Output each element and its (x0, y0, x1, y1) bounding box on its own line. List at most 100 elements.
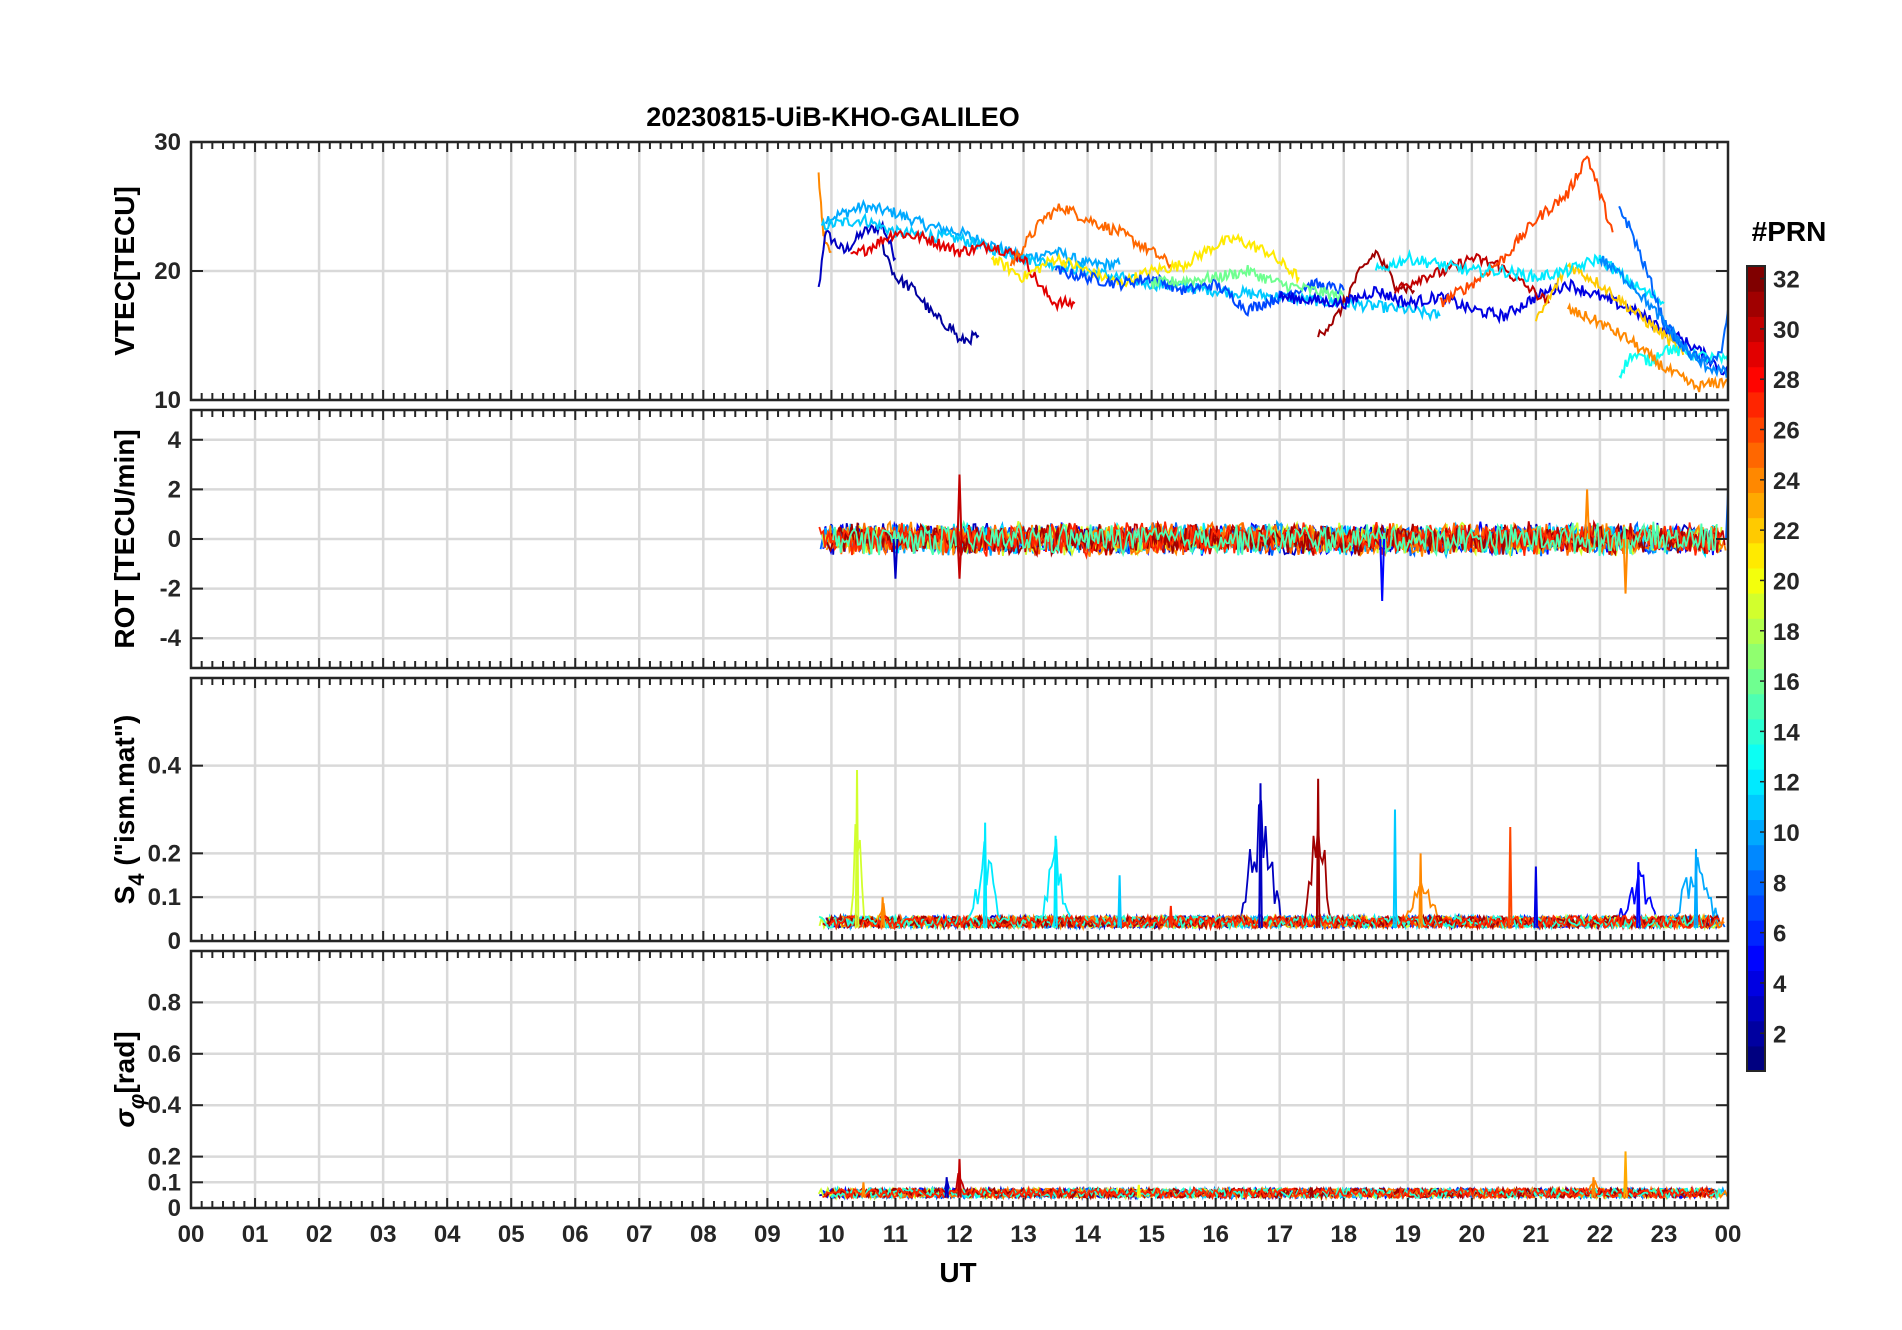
y-tick-label: 0.4 (148, 753, 182, 780)
colorbar-tick-label: 8 (1773, 870, 1786, 897)
x-tick-label: 18 (1330, 1221, 1357, 1248)
colorbar-band (1747, 517, 1765, 544)
y-tick-label: 4 (168, 427, 182, 454)
colorbar-band (1747, 492, 1765, 519)
rot-spike (956, 474, 963, 540)
sigma-burst-peak (957, 1159, 962, 1198)
colorbar-band (1747, 416, 1765, 443)
x-tick-label: 07 (626, 1221, 653, 1248)
colorbar-title: #PRN (1752, 216, 1827, 247)
sigma-burst-peak (944, 1177, 949, 1198)
sigma-burst-peak (1136, 1184, 1142, 1198)
x-tick-label: 02 (306, 1221, 333, 1248)
vtec-series-prn-22 (1534, 262, 1685, 356)
panel-s4: 0 0.1 0.2 0.4S4 ("ism.mat") (109, 676, 1730, 955)
x-tick-label: 20 (1458, 1221, 1485, 1248)
y-tick-label: 0.8 (148, 989, 181, 1016)
vtec-series-prn-2 (881, 242, 980, 346)
colorbar-band (1747, 794, 1765, 821)
rot-spike (1379, 538, 1386, 602)
colorbar-band (1747, 920, 1765, 946)
x-axis-label: UT (939, 1257, 976, 1288)
plot-area-sigma (817, 1151, 1728, 1202)
colorbar-tick-label: 14 (1773, 719, 1800, 746)
colorbar-tick-label: 10 (1773, 820, 1800, 847)
x-tick-label: 06 (562, 1221, 589, 1248)
s4-burst-peak (1533, 866, 1539, 928)
colorbar-band (1747, 1020, 1765, 1047)
vtec-series-prn-3 (817, 219, 897, 288)
x-tick-label: 14 (1074, 1221, 1101, 1248)
x-tick-label: 17 (1266, 1221, 1293, 1248)
vtec-series-prn-25 (1009, 203, 1172, 270)
colorbar-tick-label: 2 (1773, 1021, 1786, 1048)
figure-title: 20230815-UiB-KHO-GALILEO (646, 102, 1020, 132)
x-tick-label: 21 (1523, 1221, 1550, 1248)
y-tick-label: -4 (160, 625, 182, 652)
colorbar-frame (1746, 265, 1766, 1072)
x-tick-label: 00 (178, 1221, 205, 1248)
colorbar-tick-label: 26 (1773, 418, 1800, 445)
colorbar-tick-label: 24 (1773, 468, 1800, 495)
colorbar-band (1747, 894, 1765, 921)
colorbar-tick-label: 12 (1773, 770, 1800, 797)
vtec-series-prn-26 (1439, 155, 1614, 308)
y-axis-label-vtec: VTEC[TECU] (109, 186, 140, 356)
colorbar-band (1747, 769, 1765, 795)
y-tick-label: 0 (168, 928, 181, 955)
s4-series-prn-27 (828, 913, 1720, 932)
colorbar-band (1747, 693, 1765, 720)
s4-burst-peak (1258, 783, 1263, 928)
colorbar-band (1747, 668, 1765, 695)
vtec-series-prn-9 (1598, 255, 1728, 379)
colorbar-tick-label: 22 (1773, 518, 1800, 545)
colorbar-band (1747, 567, 1765, 594)
s4-burst-peak (1418, 853, 1423, 928)
colorbar-band (1747, 593, 1765, 619)
y-tick-label: 0.1 (148, 1169, 181, 1196)
rot-spike (1584, 489, 1591, 540)
rot-spike (956, 538, 963, 579)
y-tick-label: 20 (154, 258, 181, 285)
colorbar-band (1747, 643, 1765, 670)
y-axis-label-s4: S4 ("ism.mat") (109, 715, 149, 905)
vtec-series-prn-30 (1394, 252, 1550, 304)
vtec-series-prn-4 (1278, 278, 1728, 376)
y-axis-label-rot: ROT [TECU/min] (109, 429, 140, 648)
y-tick-label: 0 (168, 1195, 181, 1222)
x-tick-label: 08 (690, 1221, 717, 1248)
s4-burst-peak (1392, 809, 1398, 928)
x-tick-label: 16 (1202, 1221, 1229, 1248)
colorbar-tick-label: 18 (1773, 619, 1800, 646)
x-tick-label: 15 (1138, 1221, 1165, 1248)
colorbar-band (1747, 341, 1765, 368)
rot-spike (1725, 491, 1728, 540)
panel-sigma: 00.10.2 0.4 0.6 0.8 σφ[rad] (109, 949, 1730, 1222)
x-tick-label: 01 (242, 1221, 269, 1248)
colorbar-band (1747, 819, 1765, 846)
y-tick-label: 0.2 (148, 1144, 181, 1171)
x-tick-label: 00 (1715, 1221, 1742, 1248)
colorbar-band (1747, 266, 1765, 292)
colorbar-tick-label: 32 (1773, 267, 1800, 294)
s4-burst-peak (982, 822, 988, 928)
colorbar-band (1747, 844, 1765, 871)
colorbar-band (1747, 316, 1765, 343)
sigma-burst-peak (1309, 1187, 1315, 1198)
vtec-series-prn-8 (1618, 205, 1728, 365)
s4-burst-peak (1117, 875, 1122, 928)
vtec-series-prn-16 (1150, 265, 1345, 304)
colorbar-band (1747, 743, 1765, 770)
x-tick-label: 11 (883, 1221, 908, 1248)
sigma-burst-peak (1591, 1177, 1596, 1198)
colorbar-band (1747, 945, 1765, 971)
y-tick-label: 0 (168, 526, 181, 553)
y-axis-label-sigma: σφ[rad] (109, 1031, 149, 1127)
colorbar-band (1747, 291, 1765, 317)
colorbar-tick-label: 30 (1773, 317, 1800, 344)
plot-area-vtec (817, 155, 1728, 393)
x-tick-label: 10 (818, 1221, 845, 1248)
y-tick-label: 0.4 (148, 1092, 182, 1119)
